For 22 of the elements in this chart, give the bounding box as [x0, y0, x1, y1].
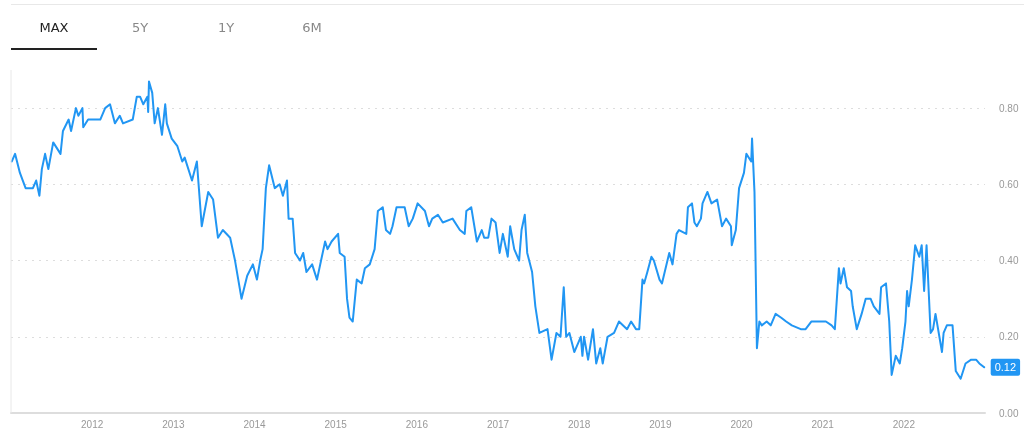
- x-tick-label: 2016: [405, 418, 429, 430]
- text: 1Y: [216, 19, 236, 37]
- y-tick-label: 0.20: [999, 331, 1019, 343]
- y-tick-label: 0.80: [999, 102, 1019, 114]
- x-tick-label: 2012: [81, 418, 104, 430]
- x-tick-label: 2019: [649, 418, 672, 430]
- line-series: [10, 80, 986, 380]
- text: 6M: [301, 19, 323, 37]
- y-tick-label: 0.40: [999, 255, 1019, 267]
- x-tick-label: 2013: [162, 418, 185, 430]
- x-tick-label: 2020: [730, 418, 754, 430]
- y-tick-label: 0.00: [999, 407, 1019, 419]
- text: 5Y: [130, 19, 150, 37]
- x-tick-label: 2015: [324, 418, 348, 430]
- x-tick-label: 2022: [892, 418, 916, 430]
- data-label: 0.12: [994, 361, 1017, 374]
- text: MAX: [11, 14, 97, 50]
- y-tick-label: 0.60: [999, 178, 1019, 190]
- x-tick-label: 2021: [811, 418, 835, 430]
- x-tick-label: 2017: [486, 418, 510, 430]
- x-tick-label: 2018: [568, 418, 591, 430]
- x-tick-label: 2014: [243, 418, 267, 430]
